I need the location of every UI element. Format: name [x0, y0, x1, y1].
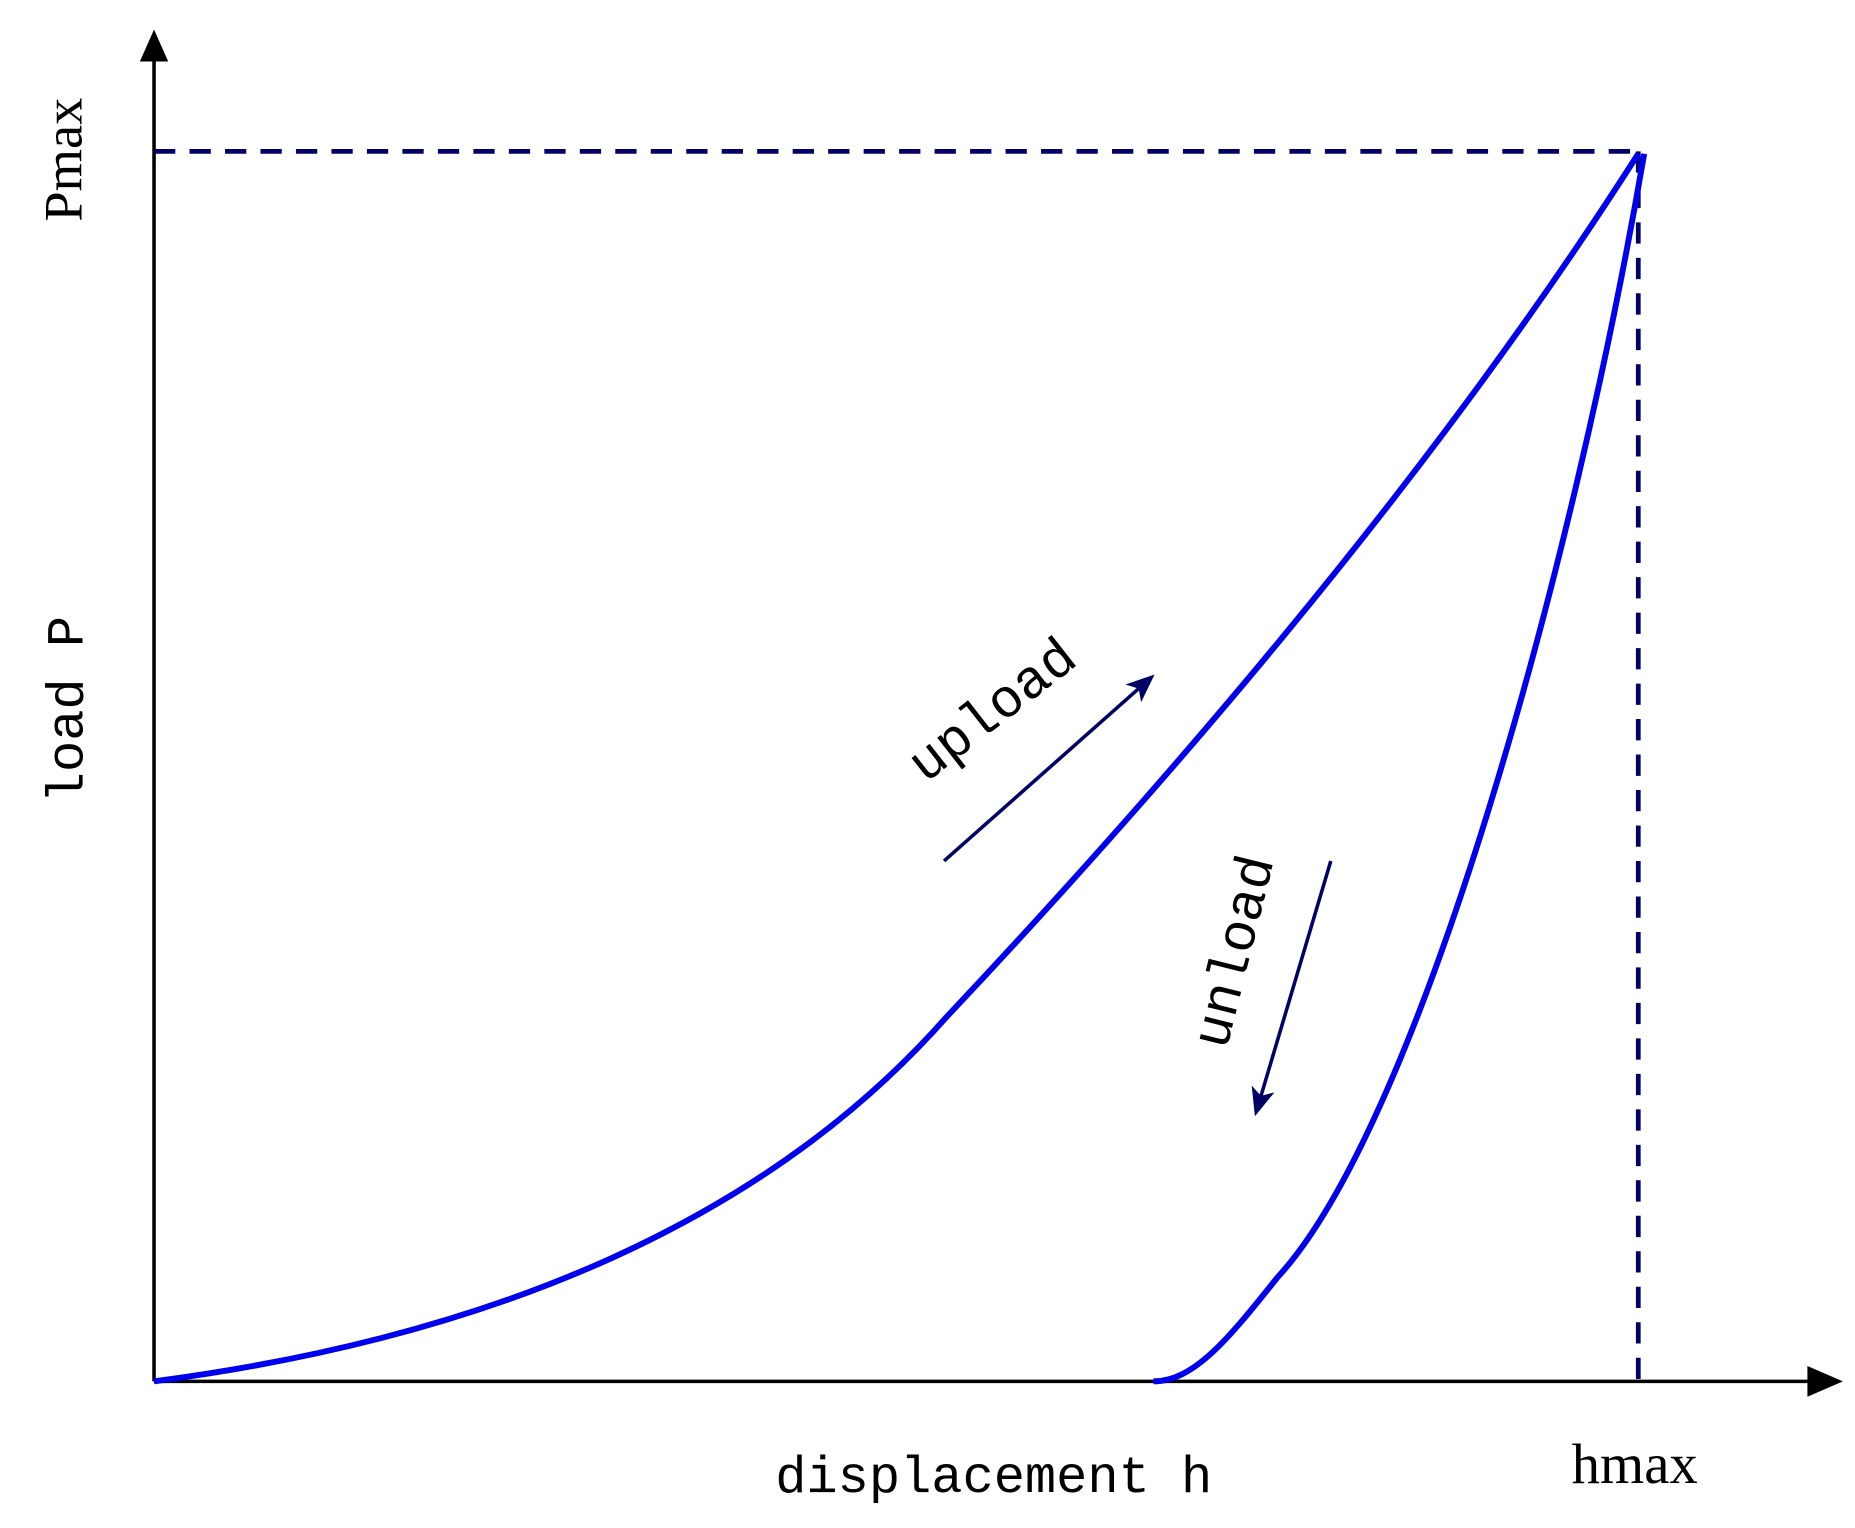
loading-label: upload: [898, 628, 1090, 797]
x-max-label: hmax: [1572, 1433, 1698, 1496]
y-axis-label: load P: [40, 616, 99, 803]
y-max-label: Pmax: [33, 98, 93, 222]
unloading-curve: [1153, 153, 1648, 1385]
loading-arrow: [942, 674, 1155, 863]
unloading-arrow: [1251, 860, 1333, 1117]
unloading-label: unload: [1184, 850, 1291, 1055]
x-axis-arrow: [1807, 1365, 1843, 1397]
y-axis-arrow: [139, 29, 169, 62]
loading-curve: [153, 152, 1641, 1385]
x-axis-label: displacement h: [775, 1449, 1212, 1508]
